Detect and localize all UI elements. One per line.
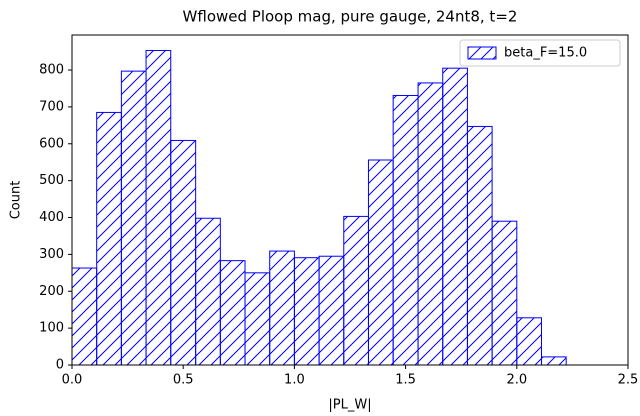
- bar: [120, 70, 147, 366]
- x-tick-label: 2.0: [506, 373, 527, 388]
- bar: [145, 49, 172, 366]
- y-tick-label: 300: [39, 247, 64, 262]
- y-tick-label: 0: [56, 358, 64, 373]
- x-tick-label: 1.5: [395, 373, 416, 388]
- bar: [392, 94, 419, 366]
- bar: [170, 139, 197, 366]
- y-tick-label: 800: [39, 63, 64, 78]
- y-tick-label: 200: [39, 284, 64, 299]
- bar: [219, 260, 246, 366]
- bar: [96, 111, 122, 366]
- x-tick-label: 0.5: [173, 373, 194, 388]
- bar: [491, 220, 518, 366]
- bar: [367, 159, 394, 366]
- y-tick-label: 600: [39, 136, 64, 151]
- bar: [318, 255, 345, 366]
- bar: [195, 217, 221, 366]
- bar: [293, 257, 320, 366]
- bar: [417, 82, 444, 366]
- bar: [71, 267, 98, 366]
- y-axis-label: Count: [9, 181, 24, 220]
- bar: [343, 215, 369, 366]
- bar: [540, 356, 567, 366]
- x-tick-label: 2.5: [618, 373, 639, 388]
- y-tick-label: 700: [39, 99, 64, 114]
- legend-box: [459, 39, 621, 67]
- legend-swatch: [467, 46, 497, 60]
- bar: [466, 125, 493, 366]
- y-tick-label: 100: [39, 321, 64, 336]
- bar: [442, 67, 468, 366]
- y-tick-label: 500: [39, 173, 64, 188]
- x-tick-label: 0.0: [62, 373, 83, 388]
- plot-frame: [71, 34, 629, 366]
- chart-title: Wflowed Ploop mag, pure gauge, 24nt8, t=…: [183, 8, 518, 26]
- y-tick-label: 400: [39, 210, 64, 225]
- x-tick-label: 1.0: [284, 373, 305, 388]
- x-axis-label: |PL_W|: [328, 398, 371, 413]
- bar: [244, 272, 271, 366]
- legend-label: beta_F=15.0: [504, 46, 587, 61]
- bar: [269, 250, 295, 366]
- bar: [516, 317, 542, 366]
